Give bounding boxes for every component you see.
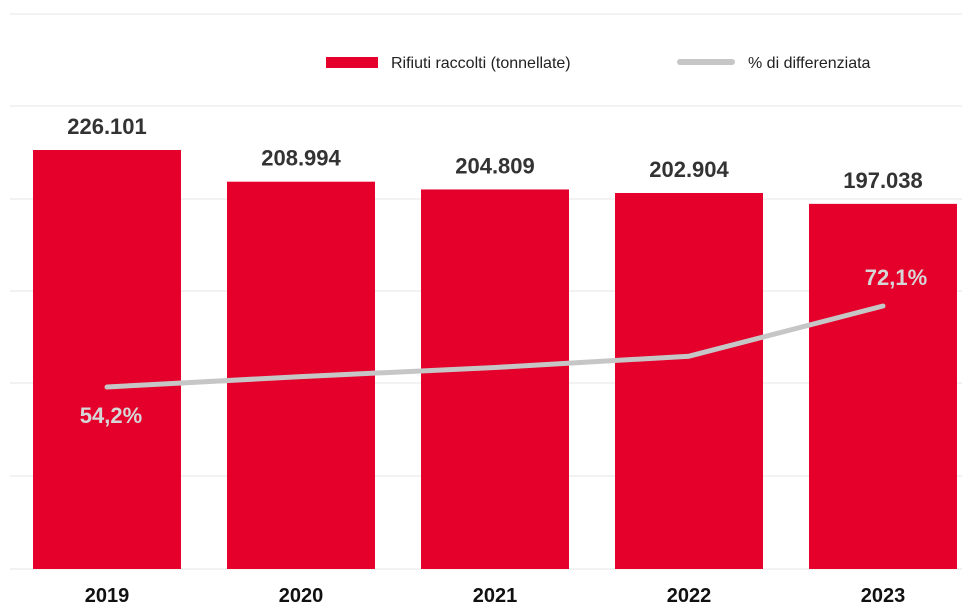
category-label-2019: 2019 — [85, 585, 130, 606]
legend-label-line: % di differenziata — [748, 55, 871, 72]
bar-value-label-2020: 208.994 — [261, 146, 341, 171]
category-labels: 2019 2020 2021 2022 2023 — [85, 585, 906, 606]
category-label-2020: 2020 — [279, 585, 324, 606]
bar-value-label-2021: 204.809 — [455, 153, 535, 178]
bar-value-label-2019: 226.101 — [67, 114, 147, 139]
bars — [33, 150, 957, 570]
legend: Rifiuti raccolti (tonnellate) % di diffe… — [326, 55, 871, 72]
line-value-label-2023: 72,1% — [865, 265, 927, 290]
bar-value-label-2022: 202.904 — [649, 157, 729, 182]
bar-2022 — [615, 192, 763, 569]
line-value-label-2019: 54,2% — [80, 403, 142, 428]
bar-2019 — [33, 150, 181, 569]
bar-value-label-2023: 197.038 — [843, 168, 923, 193]
line-series — [104, 303, 886, 390]
category-label-2021: 2021 — [473, 585, 518, 606]
bar-2023 — [809, 203, 957, 569]
category-label-2023: 2023 — [861, 585, 906, 606]
bar-value-labels: 226.101 208.994 204.809 202.904 197.038 — [67, 114, 923, 193]
bar-2021 — [421, 189, 569, 570]
legend-label-bar: Rifiuti raccolti (tonnellate) — [391, 55, 571, 72]
line-value-labels: 54,2% 72,1% — [80, 265, 927, 428]
category-label-2022: 2022 — [667, 585, 712, 606]
legend-swatch-bar — [326, 57, 378, 68]
